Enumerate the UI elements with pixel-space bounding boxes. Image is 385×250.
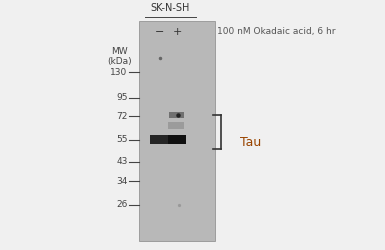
Text: 55: 55 [116, 135, 127, 144]
Bar [169, 112, 184, 118]
Bar [150, 135, 168, 144]
Text: 34: 34 [116, 177, 127, 186]
Text: −: − [155, 27, 165, 37]
Bar [168, 122, 184, 128]
Text: SK-N-SH: SK-N-SH [150, 4, 189, 14]
Text: 130: 130 [110, 68, 127, 77]
Bar [168, 135, 186, 144]
Text: 72: 72 [116, 112, 127, 121]
Text: 43: 43 [116, 157, 127, 166]
Text: 26: 26 [116, 200, 127, 209]
Text: 100 nM Okadaic acid, 6 hr: 100 nM Okadaic acid, 6 hr [218, 27, 336, 36]
Text: Tau: Tau [240, 136, 261, 148]
Bar [139, 21, 216, 241]
Text: +: + [172, 27, 182, 37]
Text: MW
(kDa): MW (kDa) [107, 46, 132, 66]
Text: 95: 95 [116, 94, 127, 102]
